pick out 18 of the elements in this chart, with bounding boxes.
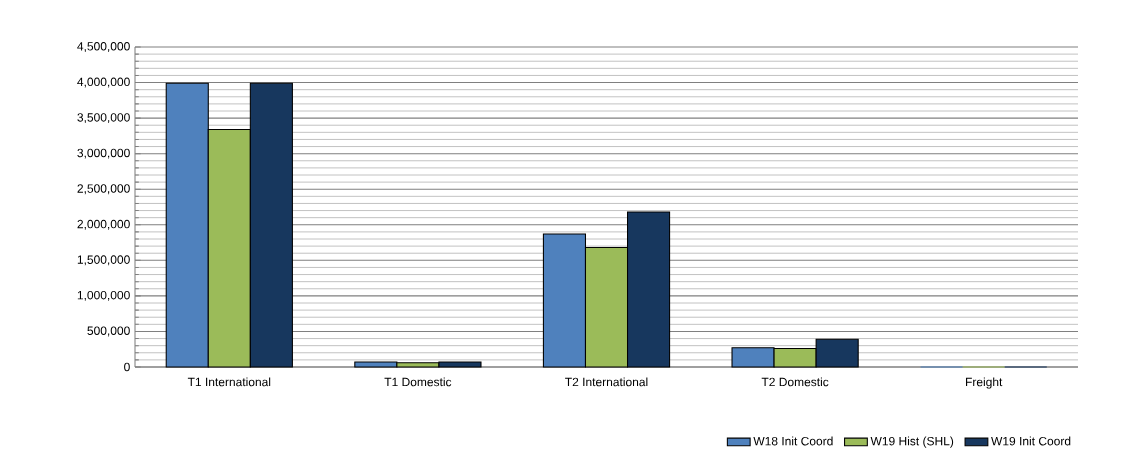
y-tick-label: 500,000 [87, 326, 130, 337]
y-tick-label: 3,500,000 [77, 113, 130, 124]
y-tick-label: 4,500,000 [77, 42, 130, 52]
legend-label: W19 Hist (SHL) [870, 436, 954, 448]
y-tick-label: 0 [124, 362, 130, 372]
y-tick-label: 2,500,000 [77, 184, 130, 195]
y-tick-label: 2,000,000 [77, 219, 130, 230]
y-tick-label: 4,000,000 [77, 77, 130, 88]
y-tick-label: 1,500,000 [77, 255, 130, 266]
x-tick-label: Freight [966, 377, 1003, 389]
x-tick-label: T1 International [187, 377, 271, 387]
y-tick-label: 1,000,000 [77, 290, 130, 301]
legend-label: W18 Init Coord [753, 436, 833, 446]
x-tick-label: T2 International [565, 377, 648, 387]
x-tick-label: T1 Domestic [384, 377, 452, 387]
x-tick-label: T2 Domestic [761, 377, 829, 387]
y-tick-label: 3,000,000 [77, 148, 130, 159]
legend-label: W19 Init Coord [991, 436, 1071, 446]
